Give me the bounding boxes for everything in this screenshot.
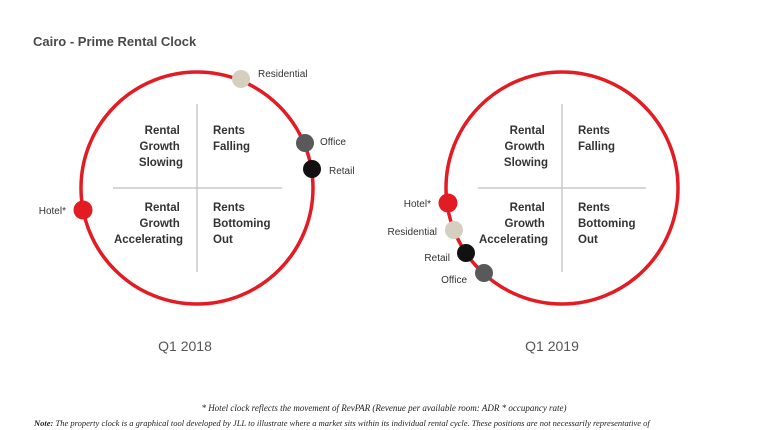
- marker-hotel: [73, 200, 93, 220]
- page-title: Cairo - Prime Rental Clock: [33, 34, 197, 49]
- marker-label-office: Office: [320, 137, 346, 148]
- marker-residential: [232, 70, 250, 88]
- quadrant-bottom-right-label: Rents Bottoming Out: [213, 202, 274, 246]
- marker-label-residential: Residential: [258, 69, 307, 80]
- quadrant-top-right-label: Rents Falling: [213, 125, 250, 153]
- clock-period-label: Q1 2019: [525, 338, 579, 354]
- note-label: Note:: [34, 418, 54, 428]
- clock-q1-2019: Rental Growth Slowing Rents Falling Rent…: [388, 70, 680, 354]
- marker-hotel: [438, 193, 458, 213]
- marker-retail: [303, 160, 321, 178]
- quadrant-bottom-right-label: Rents Bottoming Out: [578, 202, 639, 246]
- clock-ring: [79, 70, 315, 306]
- clock-ring: [444, 70, 680, 306]
- quadrant-top-left-label: Rental Growth Slowing: [139, 125, 183, 169]
- note-text: The property clock is a graphical tool d…: [53, 418, 650, 428]
- footnote: * Hotel clock reflects the movement of R…: [201, 403, 567, 413]
- note: Note: The property clock is a graphical …: [34, 418, 764, 428]
- marker-label-retail: Retail: [329, 166, 355, 177]
- quadrant-bottom-left-label: Rental Growth Accelerating: [114, 202, 183, 246]
- clock-period-label: Q1 2018: [158, 338, 212, 354]
- quadrant-bottom-left-label: Rental Growth Accelerating: [479, 202, 548, 246]
- marker-label-office: Office: [441, 275, 467, 286]
- quadrant-top-left-label: Rental Growth Slowing: [504, 125, 548, 169]
- marker-label-hotel: Hotel*: [39, 206, 66, 217]
- marker-retail: [457, 244, 475, 262]
- marker-label-hotel: Hotel*: [404, 199, 431, 210]
- marker-label-retail: Retail: [424, 253, 450, 264]
- marker-label-residential: Residential: [388, 227, 437, 238]
- marker-residential: [445, 221, 463, 239]
- quadrant-top-right-label: Rents Falling: [578, 125, 615, 153]
- marker-office: [475, 264, 493, 282]
- clock-q1-2018: Rental Growth Slowing Rents Falling Rent…: [39, 69, 355, 354]
- marker-office: [296, 134, 314, 152]
